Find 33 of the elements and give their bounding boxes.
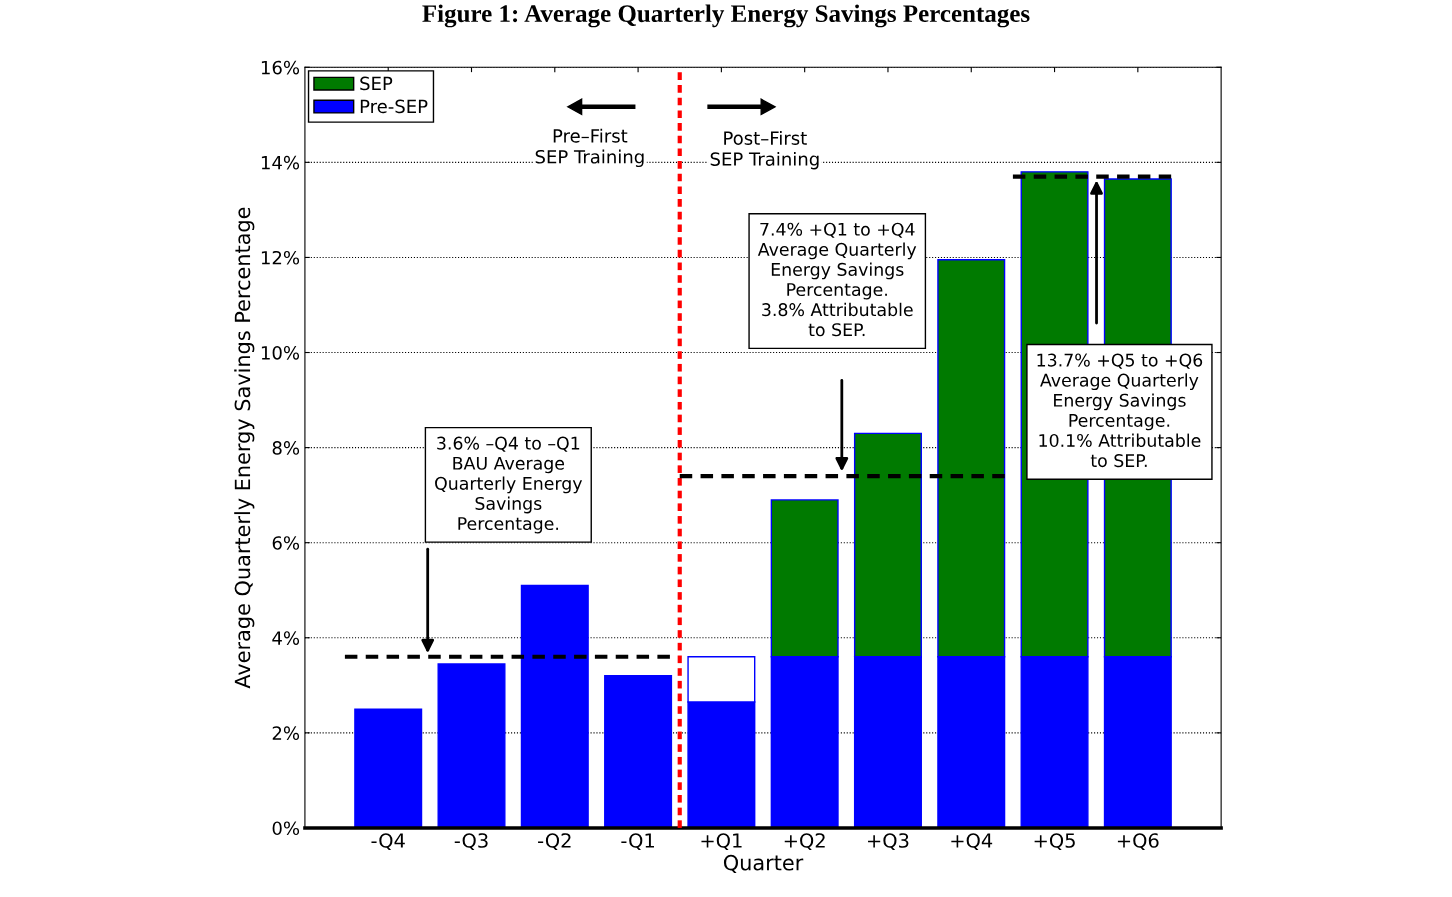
y-tick-label: 14% xyxy=(261,155,300,170)
y-tick-label: 0% xyxy=(272,821,300,836)
x-tick-label: -Q1 xyxy=(621,833,654,851)
x-tick-label: +Q4 xyxy=(951,833,993,851)
annotation: Pre–First SEP Training xyxy=(535,128,644,168)
y-tick-label: 12% xyxy=(261,250,300,265)
annotation: 13.7% +Q5 to +Q6 Average Quarterly Energy Savings Percentage. 10.1% Attributable to SEP. xyxy=(1037,353,1203,468)
bar xyxy=(604,675,673,828)
x-tick-label: -Q3 xyxy=(454,833,488,851)
bar xyxy=(520,584,589,828)
y-tick-label: 4% xyxy=(272,631,300,645)
y-tick-label: 6% xyxy=(272,536,300,550)
x-tick-label: -Q4 xyxy=(371,833,405,851)
x-tick-label: +Q6 xyxy=(1117,833,1159,851)
y-tick-label: 10% xyxy=(261,345,300,360)
bar xyxy=(354,708,423,828)
x-axis-title: Quarter xyxy=(723,854,804,873)
y-tick-label: 2% xyxy=(272,726,300,740)
bar xyxy=(437,663,506,828)
annotation: Post–First SEP Training xyxy=(710,131,819,170)
legend-label: SEP xyxy=(360,76,393,91)
x-tick-label: +Q2 xyxy=(784,833,825,851)
y-tick-label: 16% xyxy=(261,60,300,75)
legend-label: Pre-SEP xyxy=(360,99,428,114)
y-axis-title: Average Quarterly Energy Savings Percentage xyxy=(234,207,255,689)
chart-title: Figure 1: Average Quarterly Energy Savings Percentages xyxy=(422,4,1030,28)
x-tick-label: -Q2 xyxy=(538,833,571,851)
y-tick-label: 8% xyxy=(272,441,300,455)
x-tick-label: +Q5 xyxy=(1034,833,1075,851)
x-tick-label: +Q1 xyxy=(701,833,742,851)
x-tick-label: +Q3 xyxy=(868,833,909,851)
annotation: 3.6% –Q4 to –Q1 BAU Average Quarterly Energy Savings Percentage. xyxy=(435,436,583,534)
annotation: 7.4% +Q1 to +Q4 Average Quarterly Energy Savings Percentage. 3.8% Attributable to SEP. xyxy=(757,222,917,337)
